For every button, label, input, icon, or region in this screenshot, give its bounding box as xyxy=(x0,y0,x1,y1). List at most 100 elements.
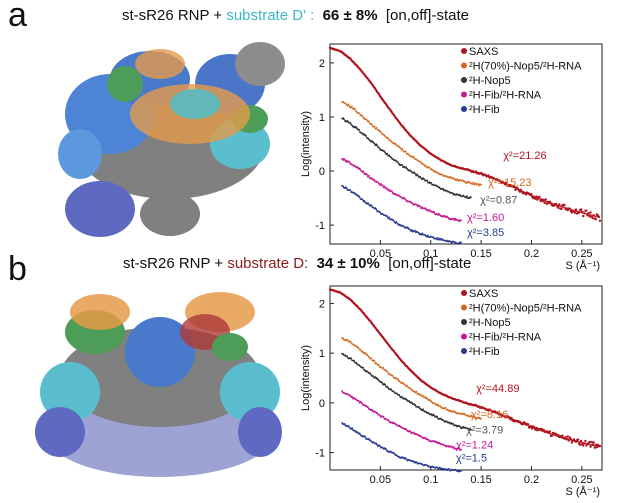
panel-a-data-point xyxy=(543,201,546,205)
panel-a-xtick-label: 0.1 xyxy=(423,248,438,260)
panel-a-legend-marker xyxy=(461,91,467,98)
panel-b-xtick-label: 0.05 xyxy=(370,474,391,486)
panel-a-series-3 xyxy=(341,158,462,223)
panel-b-legend-entry: ²H-Fib xyxy=(469,346,500,358)
panel-b-ytick-label: 0 xyxy=(319,398,325,410)
panel-b-chi2-label: χ²=1.24 xyxy=(456,440,493,452)
panel-a-legend-marker xyxy=(461,62,467,69)
panel-a-ytick-label: 2 xyxy=(319,58,325,70)
panel-a-xtick-label: 0.05 xyxy=(370,248,391,260)
panel-a-xtick-label: 0.15 xyxy=(470,248,491,260)
panel-b-legend-entry: ²H(70%)-Nop5/²H-RNA xyxy=(469,303,582,315)
panel-b-data-point xyxy=(579,443,582,446)
panel-a-chi2-label: χ²=3.85 xyxy=(467,227,504,239)
panel-b-xtick-label: 0.25 xyxy=(571,474,592,486)
panel-a-yaxis-label: Log(intensity) xyxy=(300,111,312,177)
panel-b-series-0 xyxy=(328,288,602,449)
panel-a-chi2-label: χ²=21.26 xyxy=(503,150,546,162)
panel-b-ytick-label: 2 xyxy=(319,298,325,310)
panel-a-data-point xyxy=(460,241,462,244)
panel-a-fit-line xyxy=(341,185,462,244)
panel-a-xaxis-label: S (Å⁻¹) xyxy=(565,259,600,272)
panel-b-series-3 xyxy=(341,390,462,451)
panel-b-series-4 xyxy=(341,422,462,473)
panel-b-legend-marker xyxy=(461,304,467,311)
panel-a-title-percent: 66 ± 8% xyxy=(322,7,378,24)
panel-a-legend-marker xyxy=(461,106,467,112)
panel-a-legend-entry: ²H-Fib/²H-RNA xyxy=(469,90,542,102)
panel-b-data-point xyxy=(584,439,587,443)
panel-a-plot-frame xyxy=(329,43,603,245)
panel-b-letter: b xyxy=(8,250,27,288)
panel-b-title-substrate: substrate D: xyxy=(227,255,309,272)
panel-a-data-point xyxy=(563,203,566,207)
panel-a-series-1 xyxy=(341,101,482,187)
panel-b-data-point xyxy=(561,434,564,437)
panel-b-data-point xyxy=(548,430,552,433)
panel-b-legend-entry: ²H-Fib/²H-RNA xyxy=(469,332,542,344)
panel-a-title-prefix: st-sR26 RNP + xyxy=(122,7,227,24)
panel-a-data-point xyxy=(580,208,583,211)
panel-b-title-prefix: st-sR26 RNP + xyxy=(123,255,228,272)
panel-a-fit-line xyxy=(341,118,472,199)
panel-a-data-point xyxy=(472,181,475,184)
panel-b-plot-frame xyxy=(329,285,603,471)
panel-a-xtick-label: 0.2 xyxy=(524,248,539,260)
panel-b-saxs-chart: 0.05 0.1 0.15 0.2 0.25 2 1 0 -1 S (Å⁻¹) Log(intens… xyxy=(300,285,603,498)
panel-b-ytick-label: -1 xyxy=(315,448,325,460)
panel-a-data-point xyxy=(473,183,476,186)
panel-b-data-point xyxy=(576,438,580,441)
panel-a-title: st-sR26 RNP + substrate D' : 66 ± 8% [on… xyxy=(122,7,469,24)
panel-a-data-point xyxy=(450,242,453,244)
panel-b-xaxis-label: S (Å⁻¹) xyxy=(565,485,600,498)
panel-a-data-point xyxy=(557,206,560,209)
panel-a-letter: a xyxy=(8,0,27,34)
panel-a-data-point xyxy=(591,216,594,220)
panel-b-legend-marker xyxy=(461,348,467,354)
panel-a-series-2 xyxy=(341,117,472,200)
panel-b-fit-line xyxy=(341,353,472,431)
panel-b-fit-line xyxy=(341,423,462,472)
panel-b-legend-marker xyxy=(461,319,467,325)
panel-a-chi2-label: χ²=15.23 xyxy=(488,177,531,189)
panel-b-data-point xyxy=(570,441,573,444)
panel-a-chi2-label: χ²=1.60 xyxy=(467,212,504,224)
panel-b-fit-line xyxy=(341,391,462,451)
panel-a-data-point xyxy=(544,198,547,201)
panel-a-data-point xyxy=(598,219,602,222)
panel-a-title-state: [on,off]-state xyxy=(385,7,469,24)
panel-a-data-point xyxy=(560,207,563,210)
panel-a-fit-line xyxy=(329,47,601,219)
panel-a-legend-entry: ²H(70%)-Nop5/²H-RNA xyxy=(469,61,582,73)
panel-b-ytick-label: 1 xyxy=(319,348,325,360)
panel-a-title-substrate: substrate D' : xyxy=(226,7,315,24)
panel-a-data-point xyxy=(573,211,577,214)
panel-a-data-point xyxy=(589,211,592,214)
panel-b-legend-entry: ²H-Nop5 xyxy=(469,317,511,329)
panel-a-legend-entry: SAXS xyxy=(469,46,498,58)
panel-b-series-2 xyxy=(341,352,472,431)
panel-b-chi2-label: χ²=8.16 xyxy=(471,409,508,421)
panel-b-data-point xyxy=(568,436,571,439)
panel-b-data-point xyxy=(472,414,475,417)
panel-b-data-point xyxy=(592,441,595,444)
panel-b-chi2-label: χ²=1.5 xyxy=(456,453,487,465)
panel-b-data-point xyxy=(590,440,593,444)
panel-b-data-point xyxy=(593,446,596,449)
panel-a-data-point xyxy=(466,195,468,198)
panel-a-ytick-label: 1 xyxy=(319,112,325,124)
panel-a-data-point xyxy=(582,214,585,218)
panel-a-legend-entry: ²H-Nop5 xyxy=(469,75,511,87)
panel-a-series-4 xyxy=(341,184,462,245)
panel-a-data-point xyxy=(585,209,588,212)
panel-b-xtick-label: 0.1 xyxy=(423,474,438,486)
panel-a-data-point xyxy=(594,218,597,221)
panel-b-title-percent: 34 ± 10% xyxy=(316,255,380,272)
panel-a-legend: SAXS ²H(70%)-Nop5/²H-RNA ²H-Nop5 ²H-Fib/²H-… xyxy=(461,46,582,116)
panel-a-ytick-label: 0 xyxy=(319,166,325,178)
panel-a-fit-line xyxy=(341,158,462,222)
panel-a-molecule-image xyxy=(58,42,285,237)
panel-a-legend-marker xyxy=(461,77,467,83)
panel-b-legend-entry: SAXS xyxy=(469,288,498,300)
panel-a-legend-marker xyxy=(461,48,467,54)
